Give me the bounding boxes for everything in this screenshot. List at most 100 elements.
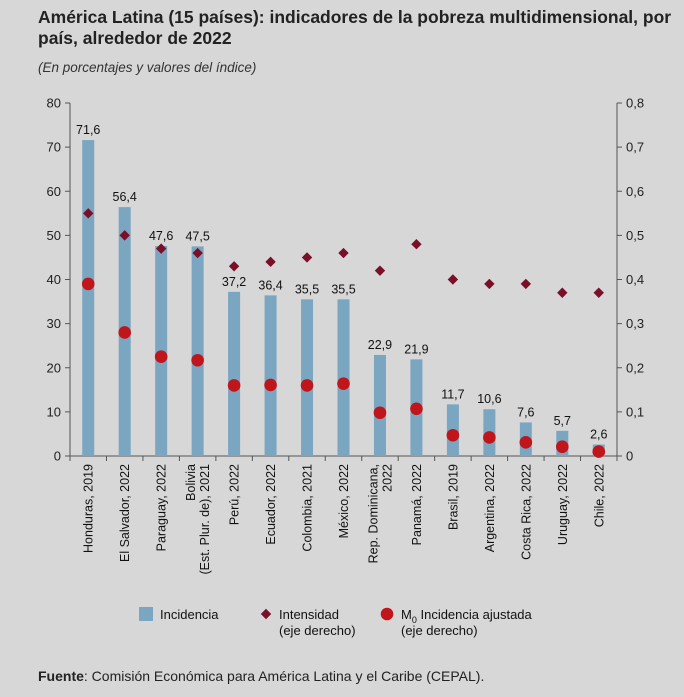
bar-value-label: 7,6: [517, 405, 534, 419]
bar-value-label: 36,4: [258, 278, 282, 292]
bar-value-label: 10,6: [477, 392, 501, 406]
source-label: Fuente: [38, 668, 84, 684]
bar-incidencia: [264, 295, 277, 456]
right-axis-tick-label: 0,7: [626, 140, 644, 155]
category-label: Argentina, 2022: [483, 464, 497, 552]
bar-value-label: 56,4: [113, 190, 137, 204]
right-axis-tick-label: 0,6: [626, 184, 644, 199]
category-label: 2022: [380, 464, 394, 492]
bar-incidencia: [301, 299, 314, 456]
legend-swatch-incidencia: [139, 607, 153, 621]
category-label: Perú, 2022: [228, 464, 242, 525]
bar-value-label: 71,6: [76, 123, 100, 137]
category-label: Panamá, 2022: [410, 464, 424, 545]
category-label: Costa Rica, 2022: [519, 464, 533, 560]
left-axis-tick-label: 30: [47, 316, 61, 331]
category-label: Colombia, 2021: [301, 464, 315, 552]
left-axis-tick-label: 0: [54, 449, 61, 464]
right-axis-tick-label: 0,4: [626, 272, 644, 287]
chart-subtitle: (En porcentajes y valores del índice): [38, 60, 257, 75]
point-intensidad: [301, 252, 313, 263]
point-intensidad: [411, 239, 422, 250]
right-axis-tick-label: 0,2: [626, 360, 644, 375]
chart-title: América Latina (15 países): indicadores …: [38, 7, 672, 48]
point-incidencia-ajustada: [592, 445, 606, 458]
source-text: : Comisión Económica para América Latina…: [83, 668, 485, 684]
series-intensidad: [83, 208, 604, 298]
point-incidencia-ajustada: [118, 326, 131, 339]
bar-value-label: 11,7: [441, 387, 464, 401]
bar-value-label: 37,2: [222, 275, 246, 289]
point-incidencia-ajustada: [154, 350, 168, 364]
legend-label-incidencia-ajustada-axis: (eje derecho): [401, 623, 478, 638]
bar-value-label: 22,9: [368, 338, 392, 352]
point-incidencia-ajustada: [373, 406, 387, 420]
legend-label-intensidad: Intensidad: [279, 607, 339, 622]
category-labels: Honduras, 2019 El Salvador, 2022 Paraguay,…: [82, 464, 607, 575]
point-incidencia-ajustada: [483, 431, 496, 444]
point-incidencia-ajustada: [81, 277, 95, 291]
left-axis-tick-label: 70: [47, 140, 61, 155]
category-label: Paraguay, 2022: [155, 464, 169, 551]
legend-label-incidencia: Incidencia: [160, 607, 219, 622]
category-label: Ecuador, 2022: [264, 464, 278, 545]
point-intensidad: [520, 278, 532, 290]
bar-incidencia: [373, 354, 386, 456]
point-intensidad: [119, 230, 130, 241]
category-label: Chile, 2022: [592, 464, 606, 527]
point-intensidad: [83, 208, 94, 219]
bar-value-label: 2,6: [590, 428, 607, 442]
category-label: Rep. Dominicana,: [366, 464, 380, 563]
bar-value-label: 35,5: [331, 282, 355, 296]
bar-value-label: 5,7: [554, 414, 571, 428]
point-incidencia-ajustada: [446, 428, 460, 442]
point-intensidad: [557, 287, 568, 298]
point-incidencia-ajustada: [337, 377, 350, 390]
bar-value-label: 35,5: [295, 282, 319, 296]
point-intensidad: [338, 247, 349, 259]
legend-swatch-incidencia-ajustada: [380, 607, 394, 621]
chart-axes: 0 10 20 30 40 50 60 70 80 0 0,1 0,2 0,3 0,4 0,5 0,6 0,7 0…: [47, 96, 645, 464]
bar-value-label: 47,5: [185, 229, 209, 243]
source-note: Fuente: Comisión Económica para América …: [38, 668, 484, 684]
point-incidencia-ajustada: [300, 379, 314, 392]
bar-value-labels: 71,6 56,4 47,6 47,5 37,2 36,4 35,5 35,5 22,9 21,9…: [76, 123, 607, 441]
left-axis-tick-label: 50: [47, 228, 61, 243]
bar-value-label: 47,6: [149, 229, 173, 243]
point-intensidad: [265, 256, 276, 268]
bar-incidencia: [191, 246, 204, 456]
point-intensidad: [192, 247, 203, 259]
category-label: El Salvador, 2022: [118, 464, 132, 562]
legend-label-incidencia-ajustada: M0 Incidencia ajustada: [401, 607, 533, 625]
point-incidencia-ajustada: [191, 353, 204, 367]
point-intensidad: [155, 243, 167, 254]
right-axis-tick-label: 0,8: [626, 96, 644, 111]
legend-label-intensidad-axis: (eje derecho): [279, 623, 356, 638]
bar-incidencia: [82, 140, 95, 456]
left-axis-tick-label: 20: [47, 360, 61, 375]
left-axis-tick-label: 40: [47, 272, 61, 287]
category-label: Bolivia: [184, 464, 198, 501]
point-intensidad: [593, 287, 604, 298]
category-label: Honduras, 2019: [82, 464, 96, 553]
bar-incidencia: [228, 291, 241, 456]
point-incidencia-ajustada: [519, 436, 533, 449]
left-axis-tick-label: 60: [47, 184, 61, 199]
point-incidencia-ajustada: [556, 440, 569, 454]
right-axis-tick-label: 0,5: [626, 228, 644, 243]
left-axis-tick-label: 80: [47, 96, 61, 111]
right-axis-tick-label: 0: [626, 449, 633, 464]
legend-swatch-intensidad: [260, 608, 272, 620]
point-incidencia-ajustada: [264, 378, 277, 392]
point-intensidad: [228, 261, 240, 272]
left-axis-tick-label: 10: [47, 404, 61, 419]
point-incidencia-ajustada: [227, 379, 241, 392]
chart-legend: Incidencia Intensidad(eje derecho)M0 Inci…: [139, 607, 533, 638]
series-incidencia-ajustada: [81, 277, 606, 458]
right-axis-tick-label: 0,3: [626, 316, 644, 331]
point-intensidad: [447, 274, 459, 285]
point-intensidad: [484, 278, 495, 290]
category-label: (Est. Plur. de), 2021: [198, 464, 212, 575]
point-incidencia-ajustada: [410, 402, 423, 416]
